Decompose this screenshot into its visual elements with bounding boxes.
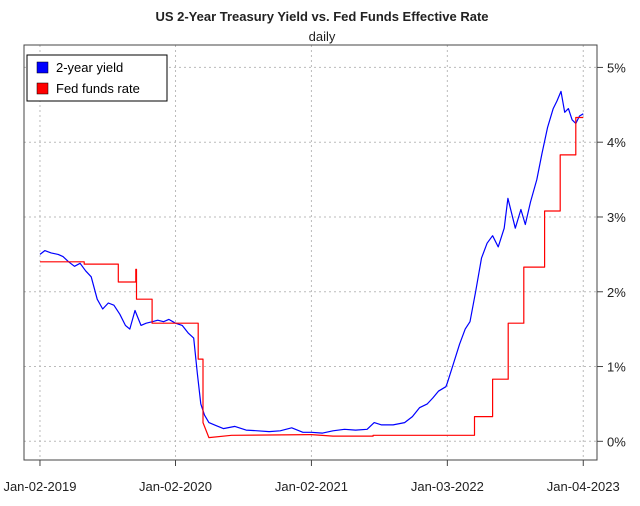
x-axis: Jan-02-2019 Jan-02-2020 Jan-02-2021 Jan-03-… <box>3 460 620 494</box>
series-layer <box>39 90 584 439</box>
x-tick-label: Jan-02-2020 <box>139 479 212 494</box>
y-tick-label: 4% <box>607 135 626 150</box>
y-tick-label: 3% <box>607 210 626 225</box>
legend-box <box>26 54 168 102</box>
legend-swatch-yield <box>36 61 49 74</box>
chart-title: US 2-Year Treasury Yield vs. Fed Funds E… <box>155 9 488 24</box>
legend-swatch-fed <box>36 82 49 95</box>
y-tick-label: 5% <box>607 60 626 75</box>
y-tick-label: 1% <box>607 360 626 375</box>
chart-subtitle: daily <box>309 29 336 44</box>
plot-frame <box>23 44 598 461</box>
x-tick-label: Jan-02-2019 <box>3 479 76 494</box>
y-axis: 0% 1% 2% 3% 4% 5% <box>597 60 626 449</box>
series-line-fed-funds-rate <box>40 116 584 439</box>
y-tick-label: 2% <box>607 285 626 300</box>
x-tick-label: Jan-03-2022 <box>411 479 484 494</box>
y-tick-label: 0% <box>607 434 626 449</box>
legend: 2-year yield Fed funds rate <box>26 54 168 102</box>
legend-label-fed: Fed funds rate <box>56 81 140 96</box>
x-tick-label: Jan-02-2021 <box>275 479 348 494</box>
grid <box>24 45 597 460</box>
x-tick-label: Jan-04-2023 <box>547 479 620 494</box>
series-line-2-year-yield <box>39 90 584 434</box>
legend-label-yield: 2-year yield <box>56 60 123 75</box>
